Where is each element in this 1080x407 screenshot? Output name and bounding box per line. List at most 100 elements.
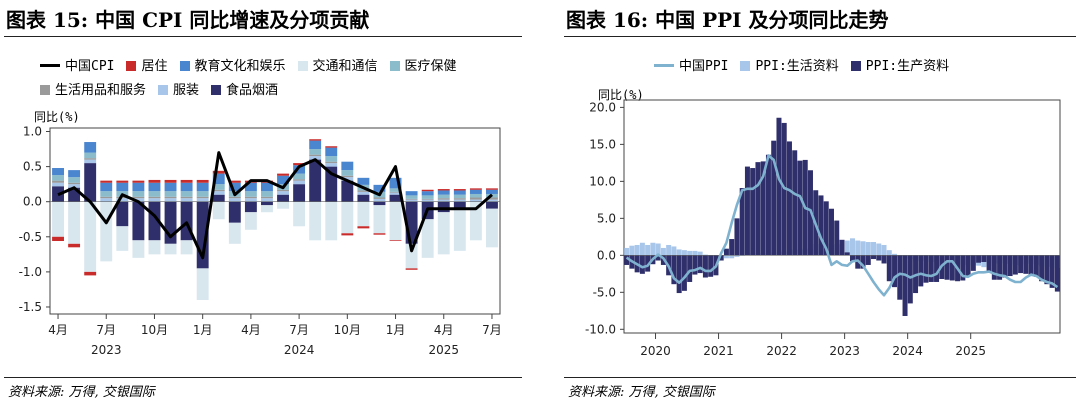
bar-education	[277, 175, 289, 185]
bar-production	[1007, 255, 1013, 277]
bar-living	[681, 250, 687, 256]
bar-production	[1028, 255, 1034, 277]
ppi-chart-title: 图表 16: 中国 PPI 及分项同比走势	[566, 8, 889, 32]
cpi-chart-title: 图表 15: 中国 CPI 同比增速及分项贡献	[6, 8, 370, 32]
bar-living	[855, 240, 861, 256]
bar-daily	[68, 182, 81, 185]
y-tick-label: -10.0	[585, 322, 616, 336]
bar-production	[902, 255, 908, 316]
bar-clothing	[437, 199, 450, 202]
bar-food	[132, 201, 145, 241]
x-tick-label: 7月	[96, 323, 116, 337]
bar-medical	[164, 191, 177, 197]
bar-production	[886, 255, 892, 282]
bar-clothing	[164, 198, 177, 202]
bar-production	[949, 255, 955, 281]
bar-production	[755, 162, 761, 256]
x-tick-label: 4月	[241, 323, 261, 337]
bar-education	[68, 170, 81, 178]
bar-medical	[309, 149, 322, 155]
bar-transport	[148, 240, 161, 255]
bar-education	[148, 182, 161, 192]
bar-education	[244, 182, 257, 192]
bar-production	[892, 255, 898, 288]
bar-living	[881, 244, 887, 256]
bar-education	[325, 147, 338, 157]
bar-living	[886, 250, 892, 256]
bar-food	[164, 201, 177, 244]
bar-transport	[244, 212, 257, 230]
bar-living	[655, 243, 661, 256]
bar-education	[164, 182, 177, 192]
ppi-chart-plot: 20.0 15.0 10.0 5.0 0.0 -5.0 -10.0 2020 2021 2022 2…	[585, 99, 1061, 358]
bar-production	[645, 255, 651, 272]
bar-medical	[148, 191, 161, 197]
bar-housing	[212, 170, 225, 174]
bar-transport	[325, 201, 338, 241]
bar-daily	[341, 175, 354, 178]
bar-education	[84, 142, 97, 153]
bar-daily	[244, 196, 257, 199]
bar-clothing	[52, 182, 64, 187]
bar-clothing	[228, 198, 241, 202]
year-label: 2023	[91, 343, 122, 357]
cpi-line	[57, 151, 493, 260]
bar-production	[871, 255, 877, 260]
x-tick-label: 2023	[829, 344, 860, 358]
bar-daily	[486, 197, 498, 200]
bar-clothing	[84, 159, 97, 164]
bar-living	[629, 245, 635, 256]
bar-housing	[405, 268, 418, 270]
swatch-icon	[850, 61, 861, 71]
bar-medical	[453, 194, 466, 199]
bar-production	[1039, 255, 1045, 282]
bar-production	[687, 255, 693, 282]
bar-education	[309, 140, 322, 150]
bar-clothing	[116, 198, 129, 202]
bar-transport	[469, 201, 482, 241]
bar-food	[277, 194, 289, 202]
bar-education	[469, 189, 482, 194]
bar-production	[928, 255, 934, 282]
bar-production	[681, 255, 687, 291]
bar-production	[1033, 255, 1039, 277]
bar-production	[771, 140, 777, 256]
bar-housing	[325, 146, 338, 148]
y-tick-label: 0.5	[23, 160, 42, 174]
bar-production	[1023, 255, 1029, 274]
ppi-legend: 中国PPI PPI:生活资料 PPI:生产资料	[654, 55, 1074, 79]
bar-transport	[277, 201, 289, 209]
bar-living	[687, 250, 693, 256]
x-tick-label: 10月	[141, 323, 168, 337]
bar-living	[676, 249, 682, 256]
bar-daily	[277, 189, 289, 192]
bar-housing	[196, 179, 209, 183]
bar-production	[944, 255, 950, 280]
bar-medical	[261, 191, 273, 197]
bar-production	[729, 239, 735, 256]
bar-transport	[132, 240, 145, 258]
bar-production	[981, 255, 987, 262]
line-swatch-icon	[40, 64, 60, 67]
bar-clothing	[389, 192, 402, 195]
bar-medical	[293, 173, 306, 180]
legend-item-living: PPI:生活资料	[740, 55, 839, 79]
bar-living	[892, 253, 898, 256]
legend-item-education: 教育文化和娱乐	[179, 55, 286, 79]
x-tick-label: 2022	[766, 344, 797, 358]
bar-daily	[164, 196, 177, 199]
bar-living	[876, 243, 882, 256]
bar-housing	[373, 233, 386, 235]
bar-daily	[421, 198, 434, 200]
bar-food	[261, 201, 273, 206]
bar-transport	[196, 268, 209, 300]
bar-food	[486, 201, 498, 209]
bar-housing	[180, 179, 193, 183]
bar-production	[1049, 255, 1055, 288]
bar-food	[84, 163, 97, 202]
bar-production	[734, 218, 740, 256]
bar-living	[645, 244, 651, 256]
bar-daily	[228, 196, 241, 199]
bar-housing	[228, 180, 241, 183]
bar-production	[1044, 255, 1050, 285]
